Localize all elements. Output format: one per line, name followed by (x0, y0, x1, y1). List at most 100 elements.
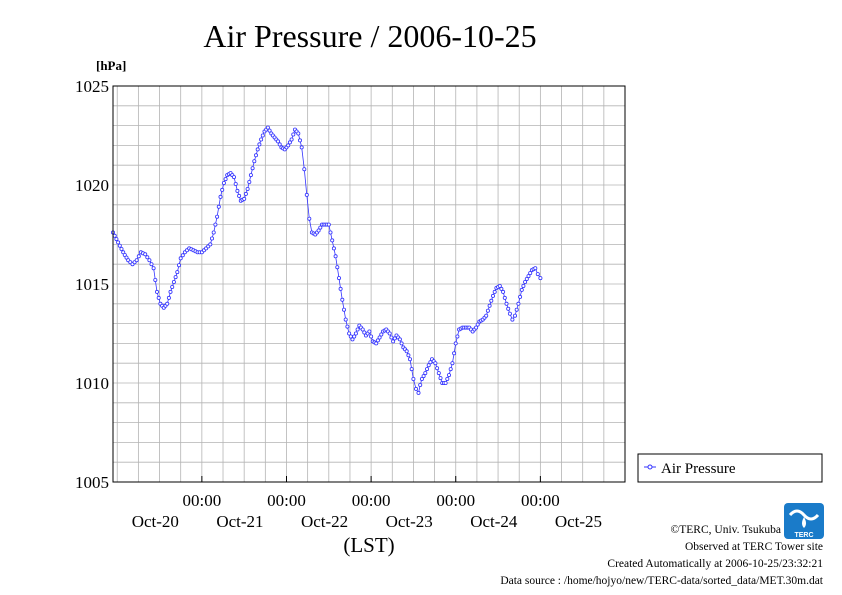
data-point (335, 265, 340, 270)
data-point (524, 276, 529, 281)
data-point (147, 258, 152, 263)
data-point (287, 140, 292, 145)
data-point (237, 193, 242, 198)
data-point (233, 181, 238, 186)
data-point (453, 341, 458, 346)
data-point (307, 216, 312, 221)
data-point (435, 366, 440, 371)
x-axis-label: (LST) (343, 533, 394, 557)
data-point (343, 317, 348, 322)
data-point (252, 159, 257, 164)
legend-box (637, 453, 823, 483)
data-point (502, 295, 507, 300)
x-tick-date-label: Oct-21 (216, 512, 263, 531)
data-point (277, 142, 282, 147)
data-point (267, 128, 272, 133)
data-point (411, 376, 416, 381)
data-point (489, 298, 494, 303)
data-point (485, 308, 490, 313)
data-point (419, 376, 424, 381)
data-point (521, 283, 526, 288)
data-point (506, 306, 511, 311)
data-point (259, 137, 264, 142)
data-point (302, 167, 307, 172)
data-point (247, 179, 252, 184)
data-point (178, 256, 183, 261)
footer-source: Data source : /home/hojyo/new/TERC-data/… (500, 575, 823, 587)
data-point (291, 132, 296, 137)
y-tick-labels: 1025 1020 1015 1010 1005 (75, 77, 109, 492)
data-point (418, 382, 423, 387)
data-point (248, 173, 253, 178)
data-point (523, 279, 528, 284)
data-point (504, 301, 509, 306)
data-point (176, 263, 181, 268)
data-point (112, 233, 117, 238)
data-point (421, 374, 426, 379)
data-point (296, 131, 301, 136)
data-point (250, 166, 255, 171)
data-point (375, 338, 380, 343)
logo-drop-icon (802, 517, 806, 528)
data-point (318, 225, 323, 230)
data-point (448, 367, 453, 372)
data-point (455, 334, 460, 339)
data-point (446, 373, 451, 378)
y-tick-label: 1015 (75, 275, 109, 294)
data-point (211, 230, 216, 235)
data-point (153, 277, 158, 282)
data-point (156, 295, 161, 300)
data-point (333, 254, 338, 259)
data-point (341, 307, 346, 312)
x-tick-time-label: 00:00 (521, 491, 560, 510)
data-point (326, 222, 331, 227)
data-point (514, 307, 519, 312)
footer-copyright: ©TERC, Univ. Tsukuba (671, 524, 781, 536)
data-point (533, 266, 538, 271)
data-point (218, 194, 223, 199)
data-point (499, 286, 504, 291)
data-point (173, 275, 178, 280)
data-point (443, 380, 448, 385)
data-point (490, 293, 495, 298)
legend: Air Pressure (637, 453, 823, 483)
data-point (438, 376, 443, 381)
data-point (379, 332, 384, 337)
data-point (416, 390, 421, 395)
data-point (299, 145, 304, 150)
data-point (338, 286, 343, 291)
data-point (535, 272, 540, 277)
data-point (475, 322, 480, 327)
data-point (360, 327, 365, 332)
data-point (426, 363, 431, 368)
data-point (221, 180, 226, 185)
data-point (353, 331, 358, 336)
data-point (519, 287, 524, 292)
data-point (170, 284, 175, 289)
data-point (518, 294, 523, 299)
data-point (316, 228, 321, 233)
data-point (404, 349, 409, 354)
data-point (209, 236, 214, 241)
data-point (166, 295, 171, 300)
legend-marker-swatch (647, 464, 653, 470)
data-point (154, 289, 159, 294)
data-point (257, 142, 262, 147)
x-tick-date-label: Oct-22 (301, 512, 348, 531)
data-point (220, 187, 225, 192)
logo-text: TERC (794, 532, 813, 539)
data-point (387, 331, 392, 336)
data-point (377, 335, 382, 340)
data-point (328, 230, 333, 235)
data-point (347, 331, 352, 336)
data-point (436, 371, 441, 376)
footer-created: Created Automatically at 2006-10-25/23:3… (607, 558, 823, 570)
data-point (255, 147, 260, 152)
data-point (345, 324, 350, 329)
x-tick-time-label: 00:00 (182, 491, 221, 510)
data-point (392, 336, 397, 341)
x-tick-time-label: 00:00 (436, 491, 475, 510)
data-point (516, 301, 521, 306)
